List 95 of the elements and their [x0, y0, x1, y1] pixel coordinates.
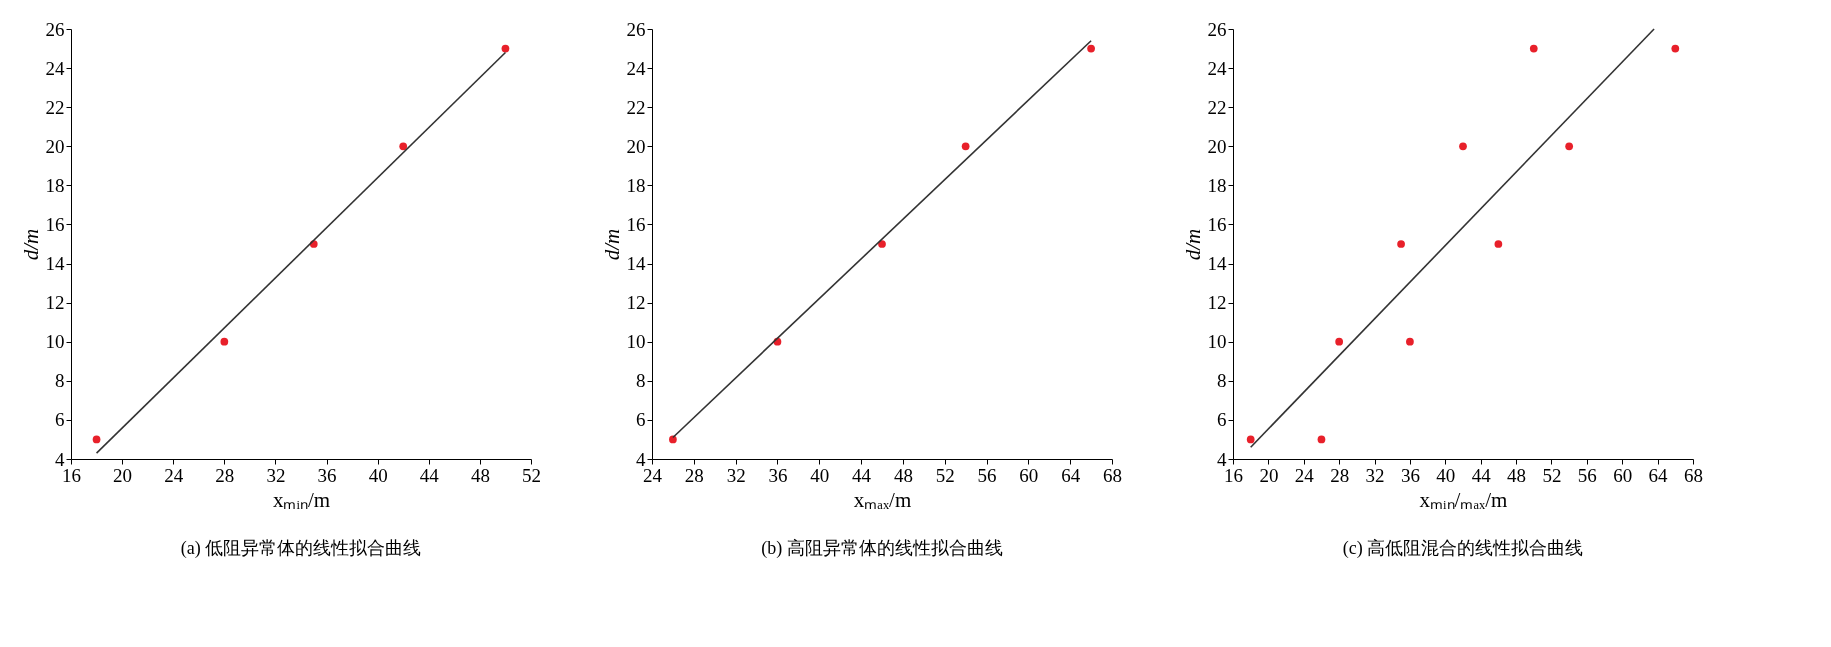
y-axis-title: d/m	[1180, 228, 1205, 261]
y-tick-label: 14	[45, 253, 65, 275]
point	[1087, 44, 1095, 53]
y-tick-label: 20	[1207, 135, 1227, 157]
point	[1317, 435, 1326, 444]
y-tick-label: 26	[626, 18, 646, 40]
y-tick-label: 8	[636, 370, 646, 392]
y-tick-label: 10	[1207, 331, 1227, 353]
x-tick-label: 44	[1471, 464, 1492, 486]
x-tick-label: 52	[522, 464, 541, 486]
y-tick-label: 26	[1207, 18, 1227, 40]
y-tick-label: 24	[45, 57, 65, 79]
y-tick-label: 16	[1207, 213, 1227, 235]
y-tick-label: 4	[1217, 448, 1227, 470]
x-tick-label: 40	[368, 464, 388, 486]
x-tick-label: 32	[726, 464, 746, 486]
text: (c) 高低阻混合的线性拟合曲线	[1342, 538, 1584, 559]
x-tick-label: 56	[977, 464, 997, 486]
x-tick-label: 52	[935, 464, 955, 486]
point	[501, 44, 510, 53]
x-tick-label: 40	[810, 464, 830, 486]
x-tick-label: 68	[1103, 464, 1122, 486]
x-tick-label: 44	[419, 464, 440, 486]
point	[399, 142, 408, 151]
x-tick-label: 20	[1259, 464, 1279, 486]
x-tick-label: 36	[768, 464, 788, 486]
x-tick-label: 36	[1400, 464, 1420, 486]
x-axis-title: xₘᵢₙ/m	[272, 487, 331, 512]
x-axis-title: xₘₐₓ/m	[853, 487, 912, 512]
y-tick-label: 12	[1207, 292, 1227, 314]
x-tick-label: 60	[1019, 464, 1039, 486]
point	[961, 142, 970, 151]
y-tick-label: 24	[1207, 57, 1227, 79]
y-tick-label: 12	[45, 292, 65, 314]
y-tick-label: 6	[1217, 409, 1227, 431]
point	[1397, 240, 1405, 248]
x-tick-label: 28	[215, 464, 235, 486]
y-tick-label: 20	[45, 135, 65, 157]
x-tick-label: 40	[1436, 464, 1456, 486]
y-tick-label: 18	[45, 174, 65, 196]
y-tick-label: 10	[45, 331, 65, 353]
y-tick-label: 26	[45, 18, 65, 40]
point	[1494, 240, 1503, 248]
x-tick-label: 36	[317, 464, 337, 486]
point	[92, 435, 101, 444]
x-tick-label: 20	[113, 464, 133, 486]
y-tick-label: 4	[55, 448, 65, 470]
y-tick-label: 18	[626, 174, 646, 196]
y-tick-label: 6	[55, 409, 65, 431]
y-tick-label: 10	[626, 331, 646, 353]
y-tick-label: 12	[626, 292, 646, 314]
x-tick-label: 32	[266, 464, 286, 486]
y-axis-title: d/m	[599, 228, 624, 261]
y-tick-label: 22	[45, 96, 65, 118]
x-tick-label: 48	[470, 464, 490, 486]
y-tick-label: 8	[55, 370, 65, 392]
point	[1565, 142, 1574, 151]
x-tick-label: 68	[1684, 464, 1703, 486]
x-tick-label: 24	[164, 464, 184, 486]
x-tick-label: 64	[1648, 464, 1669, 486]
x-tick-label: 44	[852, 464, 872, 486]
x-tick-label: 48	[1507, 464, 1527, 486]
y-tick-label: 22	[1207, 96, 1227, 118]
x-tick-label: 56	[1577, 464, 1597, 486]
y-tick-label: 22	[626, 96, 646, 118]
y-tick-label: 6	[636, 409, 646, 431]
x-tick-label: 28	[684, 464, 704, 486]
y-tick-label: 18	[1207, 174, 1227, 196]
x-axis-title: xₘᵢₙ/ₘₐₓ/m	[1419, 487, 1508, 512]
y-tick-label: 16	[626, 213, 646, 235]
text: (a) 低阻异常体的线性拟合曲线	[180, 538, 422, 559]
point	[669, 435, 677, 444]
y-tick-label: 4	[636, 448, 646, 470]
x-tick-label: 64	[1061, 464, 1081, 486]
point	[1335, 337, 1344, 346]
y-tick-label: 14	[1207, 253, 1227, 275]
point	[220, 337, 229, 346]
text: (b) 高阻异常体的线性拟合曲线	[761, 538, 1003, 559]
point	[1459, 142, 1467, 151]
y-tick-label: 24	[626, 57, 646, 79]
x-tick-label: 32	[1365, 464, 1385, 486]
point	[1406, 337, 1414, 346]
x-tick-label: 52	[1542, 464, 1562, 486]
point	[1246, 435, 1255, 444]
point	[1529, 44, 1538, 53]
y-tick-label: 14	[626, 253, 646, 275]
point	[1671, 44, 1680, 53]
x-tick-label: 24	[1294, 464, 1315, 486]
y-tick-label: 16	[45, 213, 65, 235]
y-tick-label: 8	[1217, 370, 1227, 392]
y-axis-title: d/m	[18, 228, 43, 261]
x-tick-label: 48	[893, 464, 913, 486]
x-tick-label: 28	[1330, 464, 1350, 486]
y-tick-label: 20	[626, 135, 646, 157]
x-tick-label: 60	[1613, 464, 1633, 486]
